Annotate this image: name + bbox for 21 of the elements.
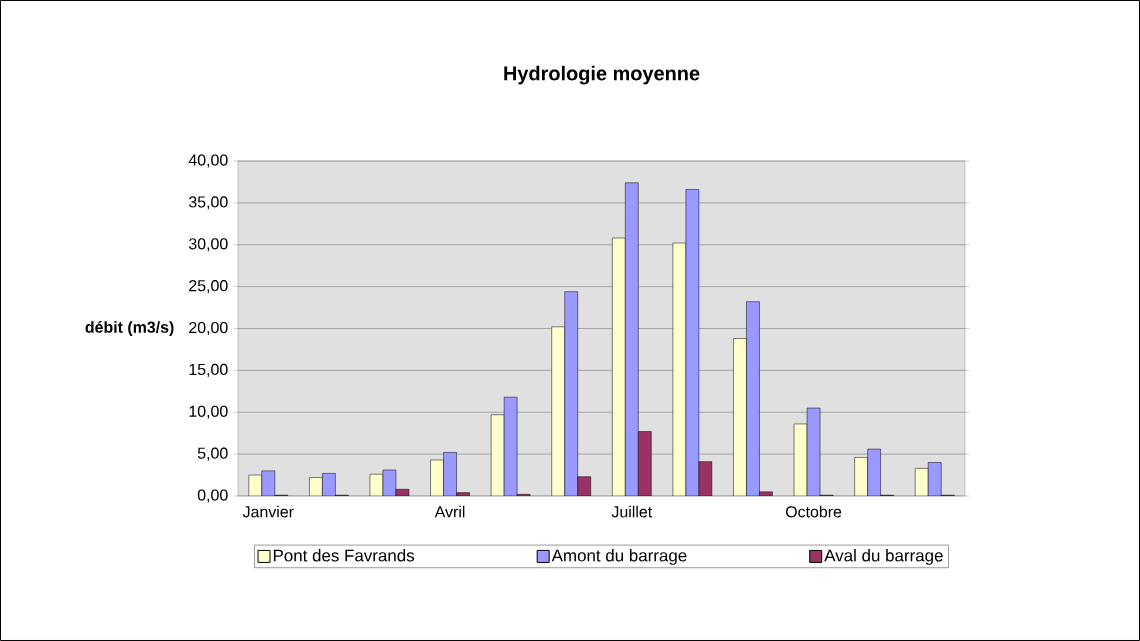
y-tick-label: 0,00 <box>197 489 228 503</box>
y-tick-label: 15,00 <box>189 363 228 377</box>
y-tick-label: 25,00 <box>189 280 228 294</box>
legend-label: Amont du barrage <box>551 549 687 565</box>
bar <box>551 326 565 496</box>
y-axis-title: débit (m3/s) <box>85 320 174 336</box>
y-tick-label: 40,00 <box>188 154 228 168</box>
legend-label: Aval du barrage <box>824 549 943 565</box>
chart-title: Hydrologie moyenne <box>504 65 700 85</box>
y-tick-label: 30,00 <box>188 238 228 252</box>
legend-label: Pont des Favrands <box>273 549 415 562</box>
bar <box>733 338 747 496</box>
x-tick-label: Avril <box>434 505 465 518</box>
bar <box>612 237 626 496</box>
y-tick-label: 35,00 <box>188 196 228 210</box>
y-tick-label: 5,00 <box>197 447 228 461</box>
y-tick-label: 20,00 <box>189 321 228 336</box>
x-tick-label: Octobre <box>785 505 842 518</box>
y-tick-label: 10,00 <box>189 405 228 419</box>
x-tick-label: Juillet <box>611 505 653 518</box>
x-tick-label: Janvier <box>242 505 294 518</box>
